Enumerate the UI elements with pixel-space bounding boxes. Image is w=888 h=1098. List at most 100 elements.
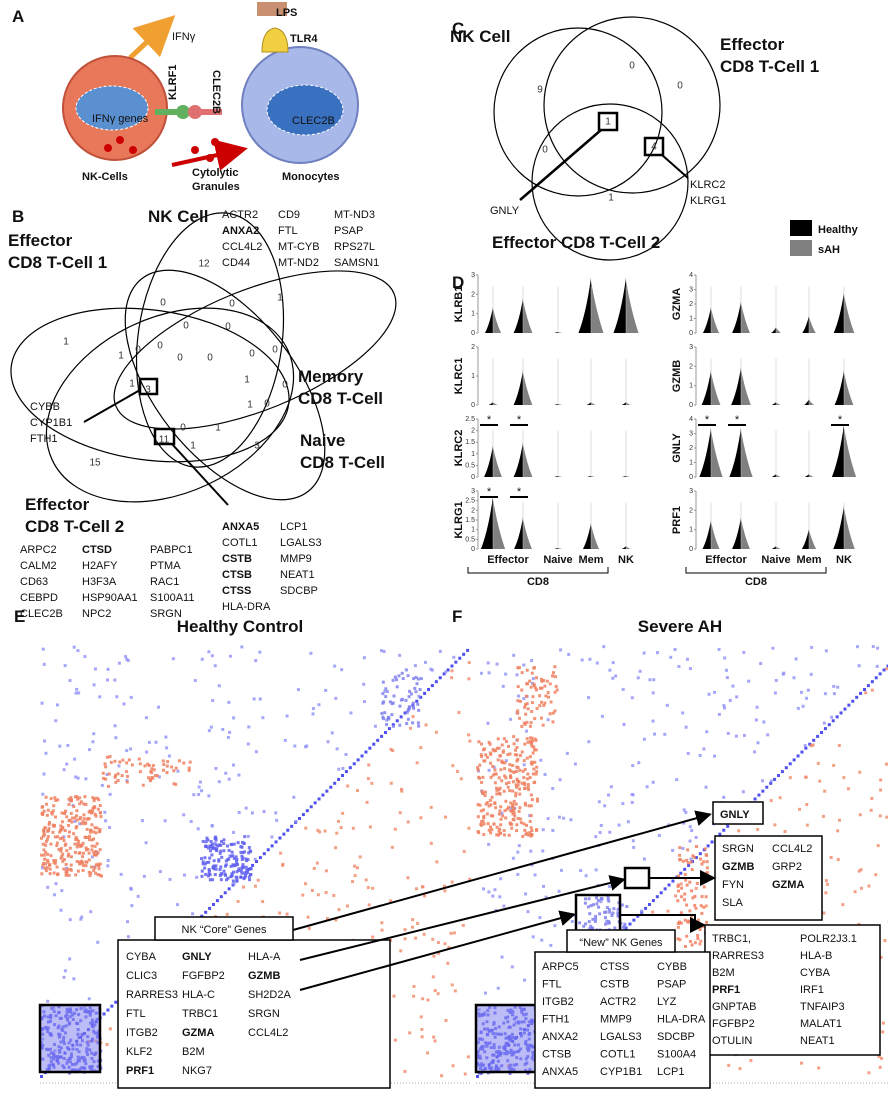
heatmap-cell [420,1035,424,1039]
heatmap-cell [520,688,524,692]
heatmap-cell [413,664,417,668]
significance-star: * [705,414,710,426]
heatmap-cell [76,649,80,653]
heatmap-cell [522,763,526,767]
heatmap-cell [371,935,375,939]
y-tick-label: 0.5 [465,536,475,543]
heatmap-cell [580,658,584,662]
heatmap-cell [516,757,520,761]
set-name: CD8 T-Cell 2 [25,517,124,536]
heatmap-cell [523,801,527,805]
heatmap-cell [509,822,513,826]
heatmap-cell [526,707,530,711]
gene-label: GZMB [671,360,683,392]
heatmap-cell [516,666,520,670]
heatmap-cell [200,789,204,793]
heatmap-cell [244,874,248,878]
heatmap-cell [75,795,79,799]
heatmap-cell [310,889,314,893]
heatmap-cell [67,873,71,877]
heatmap-cell [104,765,108,769]
y-tick-label: 1 [689,460,693,467]
violin-healthy [699,427,711,477]
heatmap-cell [521,834,525,838]
violin-sah [809,399,814,405]
heatmap-cell [573,762,577,766]
heatmap-cell [106,755,110,759]
heatmap-cell [232,830,236,834]
heatmap-cell [285,714,289,718]
heatmap-cell [43,866,47,870]
heatmap-cell [525,823,529,827]
heatmap-cell [72,645,76,649]
heatmap-cell [487,828,491,832]
heatmap-cell [239,845,243,849]
heatmap-cell [879,955,883,959]
significance-star: * [517,414,522,426]
heatmap-cell [46,858,50,862]
heatmap-cell [696,918,700,922]
heatmap-cell [326,917,330,921]
heatmap-cell [42,861,46,865]
heatmap-cell [794,657,798,661]
heatmap-cell [158,870,162,874]
heatmap-cell [62,975,66,979]
heatmap-cell [522,759,526,763]
heatmap-cell [210,824,214,828]
heatmap-cell [500,779,504,783]
heatmap-cell [212,903,215,906]
heatmap-cell [693,894,697,898]
heatmap-cell [702,747,706,751]
heatmap-cell [722,704,726,708]
heatmap-cell [78,802,82,806]
heatmap-cell [93,844,97,848]
heatmap-cell [206,874,210,878]
gene-name: CCL4L2 [222,241,262,253]
heatmap-cell [512,735,516,739]
heatmap-cell [92,868,96,872]
heatmap-cell [769,799,773,803]
heatmap-cell [64,862,68,866]
heatmap-cell [252,697,256,701]
heatmap-cell [231,854,235,858]
heatmap-cell [390,845,394,849]
heatmap-cell [86,817,90,821]
heatmap-cell [742,733,746,737]
heatmap-cell [46,885,50,889]
heatmap-cell [232,716,236,720]
heatmap-cell [54,859,58,863]
heatmap-cell [74,873,78,877]
heatmap-cell [512,799,516,803]
heatmap-cell [442,672,446,676]
heatmap-cell [274,840,278,844]
heatmap-cell [592,903,596,907]
heatmap-cell [358,855,362,859]
violin-healthy [731,367,741,405]
heatmap-cell [504,776,508,780]
heatmap-cell [78,817,82,821]
violin-sah [626,402,631,405]
heatmap-cell [93,826,97,830]
heatmap-cell [266,848,270,852]
heatmap-cell [118,760,122,764]
heatmap-cell [163,819,167,823]
gene-name: CTSB [542,1049,571,1061]
heatmap-cell [64,842,68,846]
heatmap-cell [530,736,534,740]
heatmap-cell [399,787,403,791]
heatmap-cell [686,751,690,755]
gene-name: SRGN [722,843,754,855]
heatmap-cell [517,809,521,813]
heatmap-cell [455,769,459,773]
legend-swatch [790,240,812,256]
heatmap-cell [198,780,202,784]
heatmap-cell [532,767,536,771]
heatmap-cell [509,717,513,721]
overlap-count: 3 [254,441,260,452]
heatmap-cell [651,910,655,914]
heatmap-cell [487,890,491,894]
heatmap-cell [879,788,883,792]
heatmap-cell [390,702,394,706]
heatmap-cell [853,890,857,894]
heatmap-cell [76,842,80,846]
